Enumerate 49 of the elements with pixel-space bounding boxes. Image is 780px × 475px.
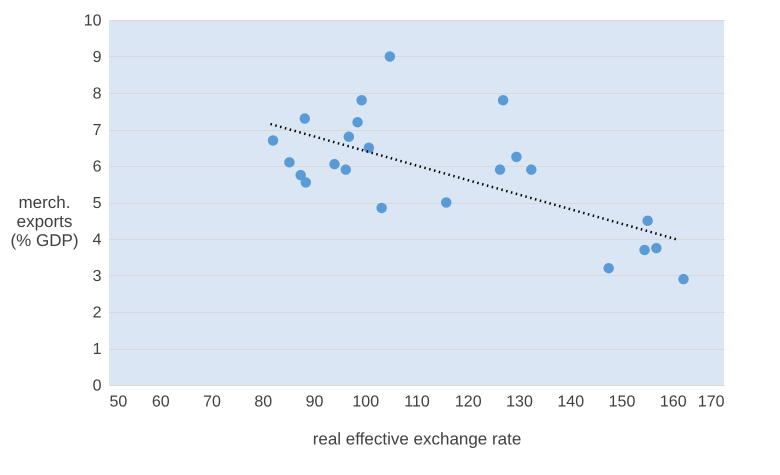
- x-tick-label: 150: [608, 394, 636, 410]
- x-tick-label: 110: [404, 394, 430, 410]
- point: [498, 95, 508, 106]
- y-tick-label: 6: [92, 158, 102, 176]
- point: [300, 113, 310, 124]
- point: [344, 132, 354, 142]
- x-tick-label: 130: [506, 394, 533, 410]
- x-tick-label: 100: [352, 394, 380, 410]
- point: [651, 242, 662, 254]
- point: [440, 197, 452, 208]
- y-tick-label: 2: [92, 304, 102, 322]
- point: [364, 142, 374, 153]
- x-tick-label: 80: [254, 394, 272, 410]
- point: [295, 170, 306, 180]
- point: [639, 244, 650, 256]
- point: [300, 177, 312, 188]
- y-tick-label: 5: [92, 195, 102, 212]
- point: [356, 95, 367, 106]
- x-tick-label: 170: [698, 394, 725, 410]
- point: [511, 152, 522, 162]
- x-tick-label: 90: [306, 394, 324, 410]
- point: [494, 164, 506, 175]
- point: [376, 202, 387, 214]
- x-tick-label: 160: [660, 394, 687, 410]
- point: [603, 262, 614, 274]
- point: [678, 274, 689, 284]
- y-axis-title: merch. exports (% GDP): [10, 193, 78, 250]
- point: [642, 216, 653, 226]
- point: [284, 157, 295, 168]
- y-tick-label: 0: [92, 378, 102, 394]
- y-tick-label: 9: [92, 49, 102, 66]
- point: [352, 116, 363, 128]
- x-tick-label: 140: [557, 394, 584, 410]
- point: [268, 135, 278, 146]
- x-axis-title: real effective exchange rate: [312, 430, 522, 448]
- x-tick-label: 120: [454, 394, 482, 410]
- y-tick-label: 7: [92, 122, 102, 139]
- point: [340, 164, 352, 175]
- y-tick-label: 8: [92, 86, 102, 102]
- y-tick-label: 4: [92, 232, 102, 248]
- x-tick-label: 70: [203, 394, 221, 410]
- point: [384, 51, 396, 62]
- point: [526, 164, 537, 175]
- y-tick-label: 1: [92, 341, 102, 358]
- point: [329, 158, 340, 170]
- x-tick-label: 50: [110, 394, 128, 410]
- y-tick-label: 10: [84, 12, 102, 30]
- x-tick-label: 60: [152, 394, 170, 410]
- y-tick-label: 3: [92, 268, 102, 285]
